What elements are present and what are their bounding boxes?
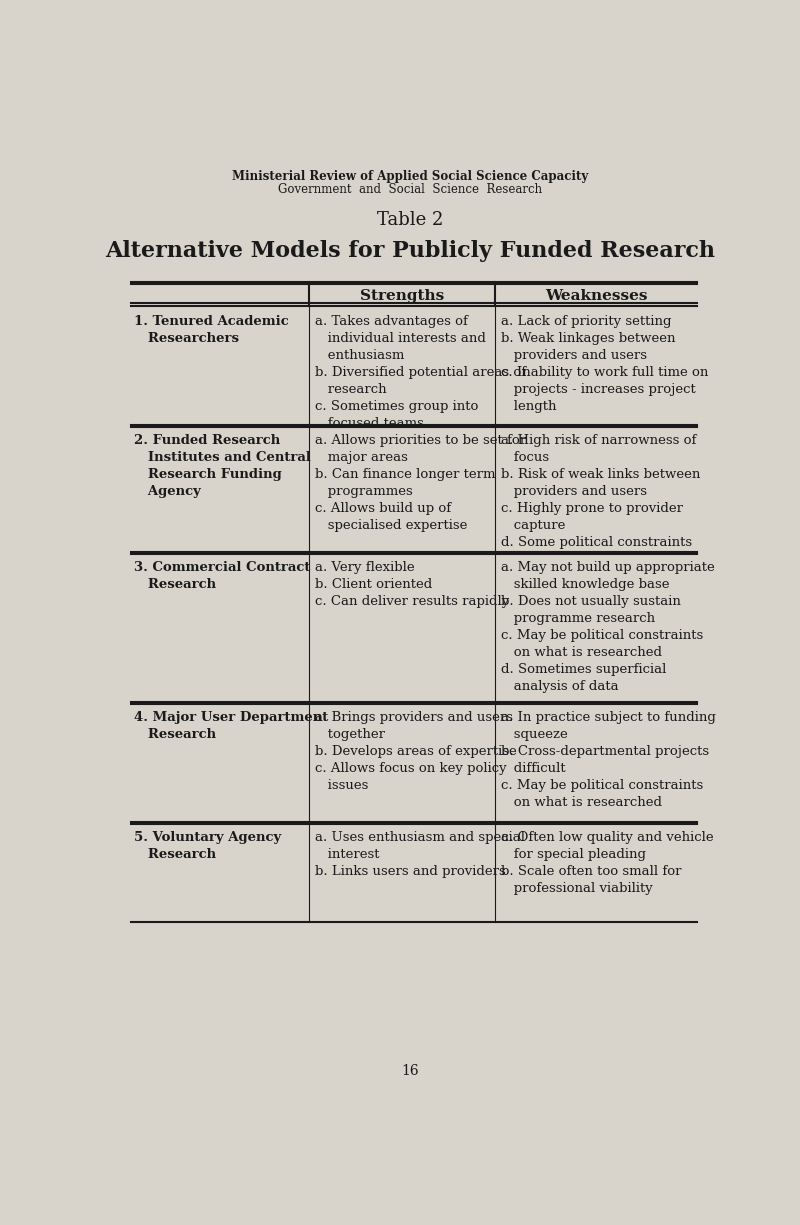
Text: 5. Voluntary Agency
   Research: 5. Voluntary Agency Research	[134, 831, 282, 861]
Text: 3. Commercial Contract
   Research: 3. Commercial Contract Research	[134, 561, 310, 592]
Text: Government  and  Social  Science  Research: Government and Social Science Research	[278, 183, 542, 196]
Text: a. In practice subject to funding
   squeeze
b. Cross-departmental projects
   d: a. In practice subject to funding squeez…	[502, 712, 716, 810]
Text: a. Takes advantages of
   individual interests and
   enthusiasm
b. Diversified : a. Takes advantages of individual intere…	[315, 315, 526, 430]
Text: Alternative Models for Publicly Funded Research: Alternative Models for Publicly Funded R…	[105, 240, 715, 262]
Text: 16: 16	[401, 1065, 419, 1078]
Text: Table 2: Table 2	[377, 211, 443, 229]
Text: Strengths: Strengths	[360, 289, 444, 303]
Text: 1. Tenured Academic
   Researchers: 1. Tenured Academic Researchers	[134, 315, 289, 345]
Text: Weaknesses: Weaknesses	[545, 289, 647, 303]
Text: a. Allows priorities to be set for
   major areas
b. Can finance longer term
   : a. Allows priorities to be set for major…	[315, 434, 526, 532]
Text: a. May not build up appropriate
   skilled knowledge base
b. Does not usually su: a. May not build up appropriate skilled …	[502, 561, 715, 693]
Text: 2. Funded Research
   Institutes and Central
   Research Funding
   Agency: 2. Funded Research Institutes and Centra…	[134, 434, 311, 499]
Text: a. Often low quality and vehicle
   for special pleading
b. Scale often too smal: a. Often low quality and vehicle for spe…	[502, 831, 714, 894]
Text: a. Uses enthusiasm and special
   interest
b. Links users and providers: a. Uses enthusiasm and special interest …	[315, 831, 526, 878]
Text: a. Very flexible
b. Client oriented
c. Can deliver results rapidly: a. Very flexible b. Client oriented c. C…	[315, 561, 510, 609]
Text: a. High risk of narrowness of
   focus
b. Risk of weak links between
   provider: a. High risk of narrowness of focus b. R…	[502, 434, 701, 549]
Text: a. Lack of priority setting
b. Weak linkages between
   providers and users
c. I: a. Lack of priority setting b. Weak link…	[502, 315, 709, 413]
Text: a. Brings providers and users
   together
b. Develops areas of expertise
c. Allo: a. Brings providers and users together b…	[315, 712, 518, 793]
Text: 4. Major User Department
   Research: 4. Major User Department Research	[134, 712, 328, 741]
Text: Ministerial Review of Applied Social Science Capacity: Ministerial Review of Applied Social Sci…	[232, 170, 588, 183]
